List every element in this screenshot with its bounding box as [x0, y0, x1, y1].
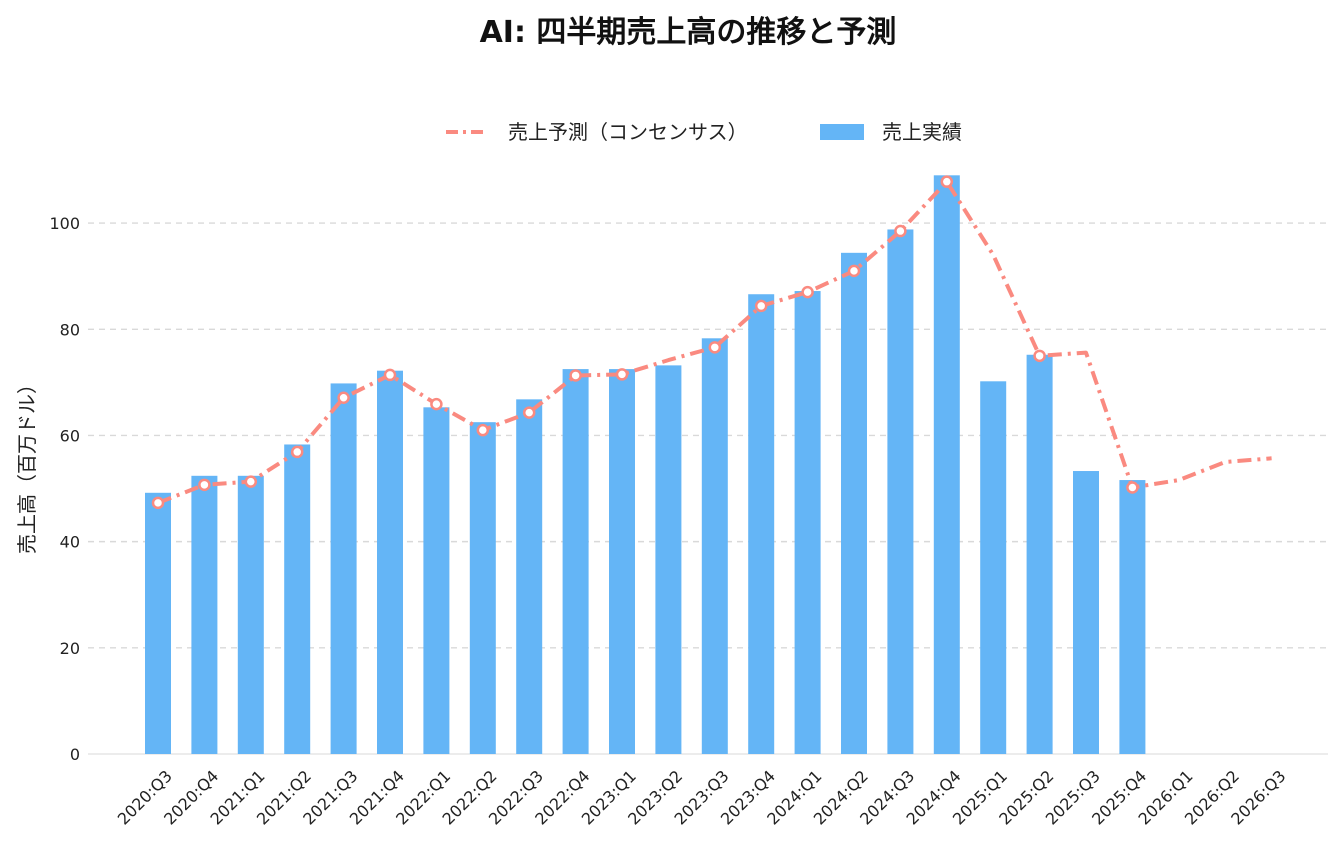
- bar-actual: [887, 229, 914, 755]
- bar-actual: [748, 294, 775, 754]
- forecast-marker: [940, 175, 954, 188]
- legend: 売上予測（コンセンサス） 売上実績: [446, 120, 962, 144]
- forecast-marker: [801, 285, 814, 299]
- bar-actual: [933, 175, 960, 755]
- forecast-marker: [1126, 481, 1139, 494]
- bar-actual: [516, 399, 543, 754]
- forecast-marker: [754, 299, 768, 313]
- forecast-marker: [198, 478, 211, 492]
- bars-actual: [145, 175, 1146, 755]
- forecast-marker: [290, 445, 304, 459]
- y-tick-label: 40: [60, 533, 80, 552]
- forecast-marker: [151, 496, 165, 510]
- forecast-line: [157, 179, 1272, 505]
- forecast-marker: [476, 423, 490, 437]
- legend-actual-swatch: [820, 124, 864, 140]
- bar-actual: [701, 338, 728, 754]
- forecast-marker: [847, 264, 861, 278]
- forecast-marker: [569, 369, 582, 382]
- y-tick-label: 20: [60, 639, 80, 658]
- bar-actual: [1026, 354, 1053, 754]
- legend-actual-label: 売上実績: [882, 120, 962, 144]
- bar-actual: [423, 407, 450, 754]
- bar-actual: [237, 475, 264, 754]
- bar-actual: [655, 365, 682, 754]
- chart-title: AI: 四半期売上高の推移と予測: [480, 15, 897, 50]
- forecast-marker: [383, 368, 397, 382]
- forecast-marker: [708, 341, 722, 354]
- x-axis-ticks: 2020:Q32020:Q42021:Q12021:Q22021:Q32021:…: [114, 766, 1290, 828]
- bar-actual: [1119, 480, 1146, 754]
- y-tick-label: 60: [60, 426, 80, 445]
- bar-actual: [841, 252, 867, 754]
- forecast-marker: [430, 397, 443, 411]
- bar-actual: [145, 492, 171, 754]
- bar-actual: [284, 444, 311, 754]
- y-axis-label: 売上高（百万ドル）: [15, 374, 39, 554]
- bar-actual: [330, 383, 357, 754]
- forecast-marker: [1033, 349, 1046, 363]
- bar-actual: [469, 422, 496, 754]
- bar-actual: [1073, 471, 1099, 754]
- legend-forecast-label: 売上予測（コンセンサス）: [508, 120, 748, 144]
- bar-actual: [609, 369, 635, 754]
- y-tick-label: 100: [49, 214, 80, 233]
- forecast-marker: [615, 368, 629, 381]
- forecast-marker: [337, 391, 350, 405]
- bar-actual: [191, 475, 218, 754]
- y-tick-label: 80: [60, 320, 80, 339]
- y-tick-label: 0: [70, 745, 80, 764]
- forecast-marker: [244, 475, 258, 488]
- bar-actual: [377, 370, 403, 754]
- forecast-marker: [522, 406, 536, 419]
- bar-actual: [980, 381, 1007, 754]
- forecast-marker: [894, 224, 907, 238]
- forecast-markers: [151, 175, 1139, 510]
- bar-actual: [794, 291, 821, 754]
- forecast-line-path: [157, 179, 1272, 505]
- bar-actual: [562, 369, 589, 754]
- y-axis-ticks: 0 20 40 60 80 100: [49, 214, 80, 764]
